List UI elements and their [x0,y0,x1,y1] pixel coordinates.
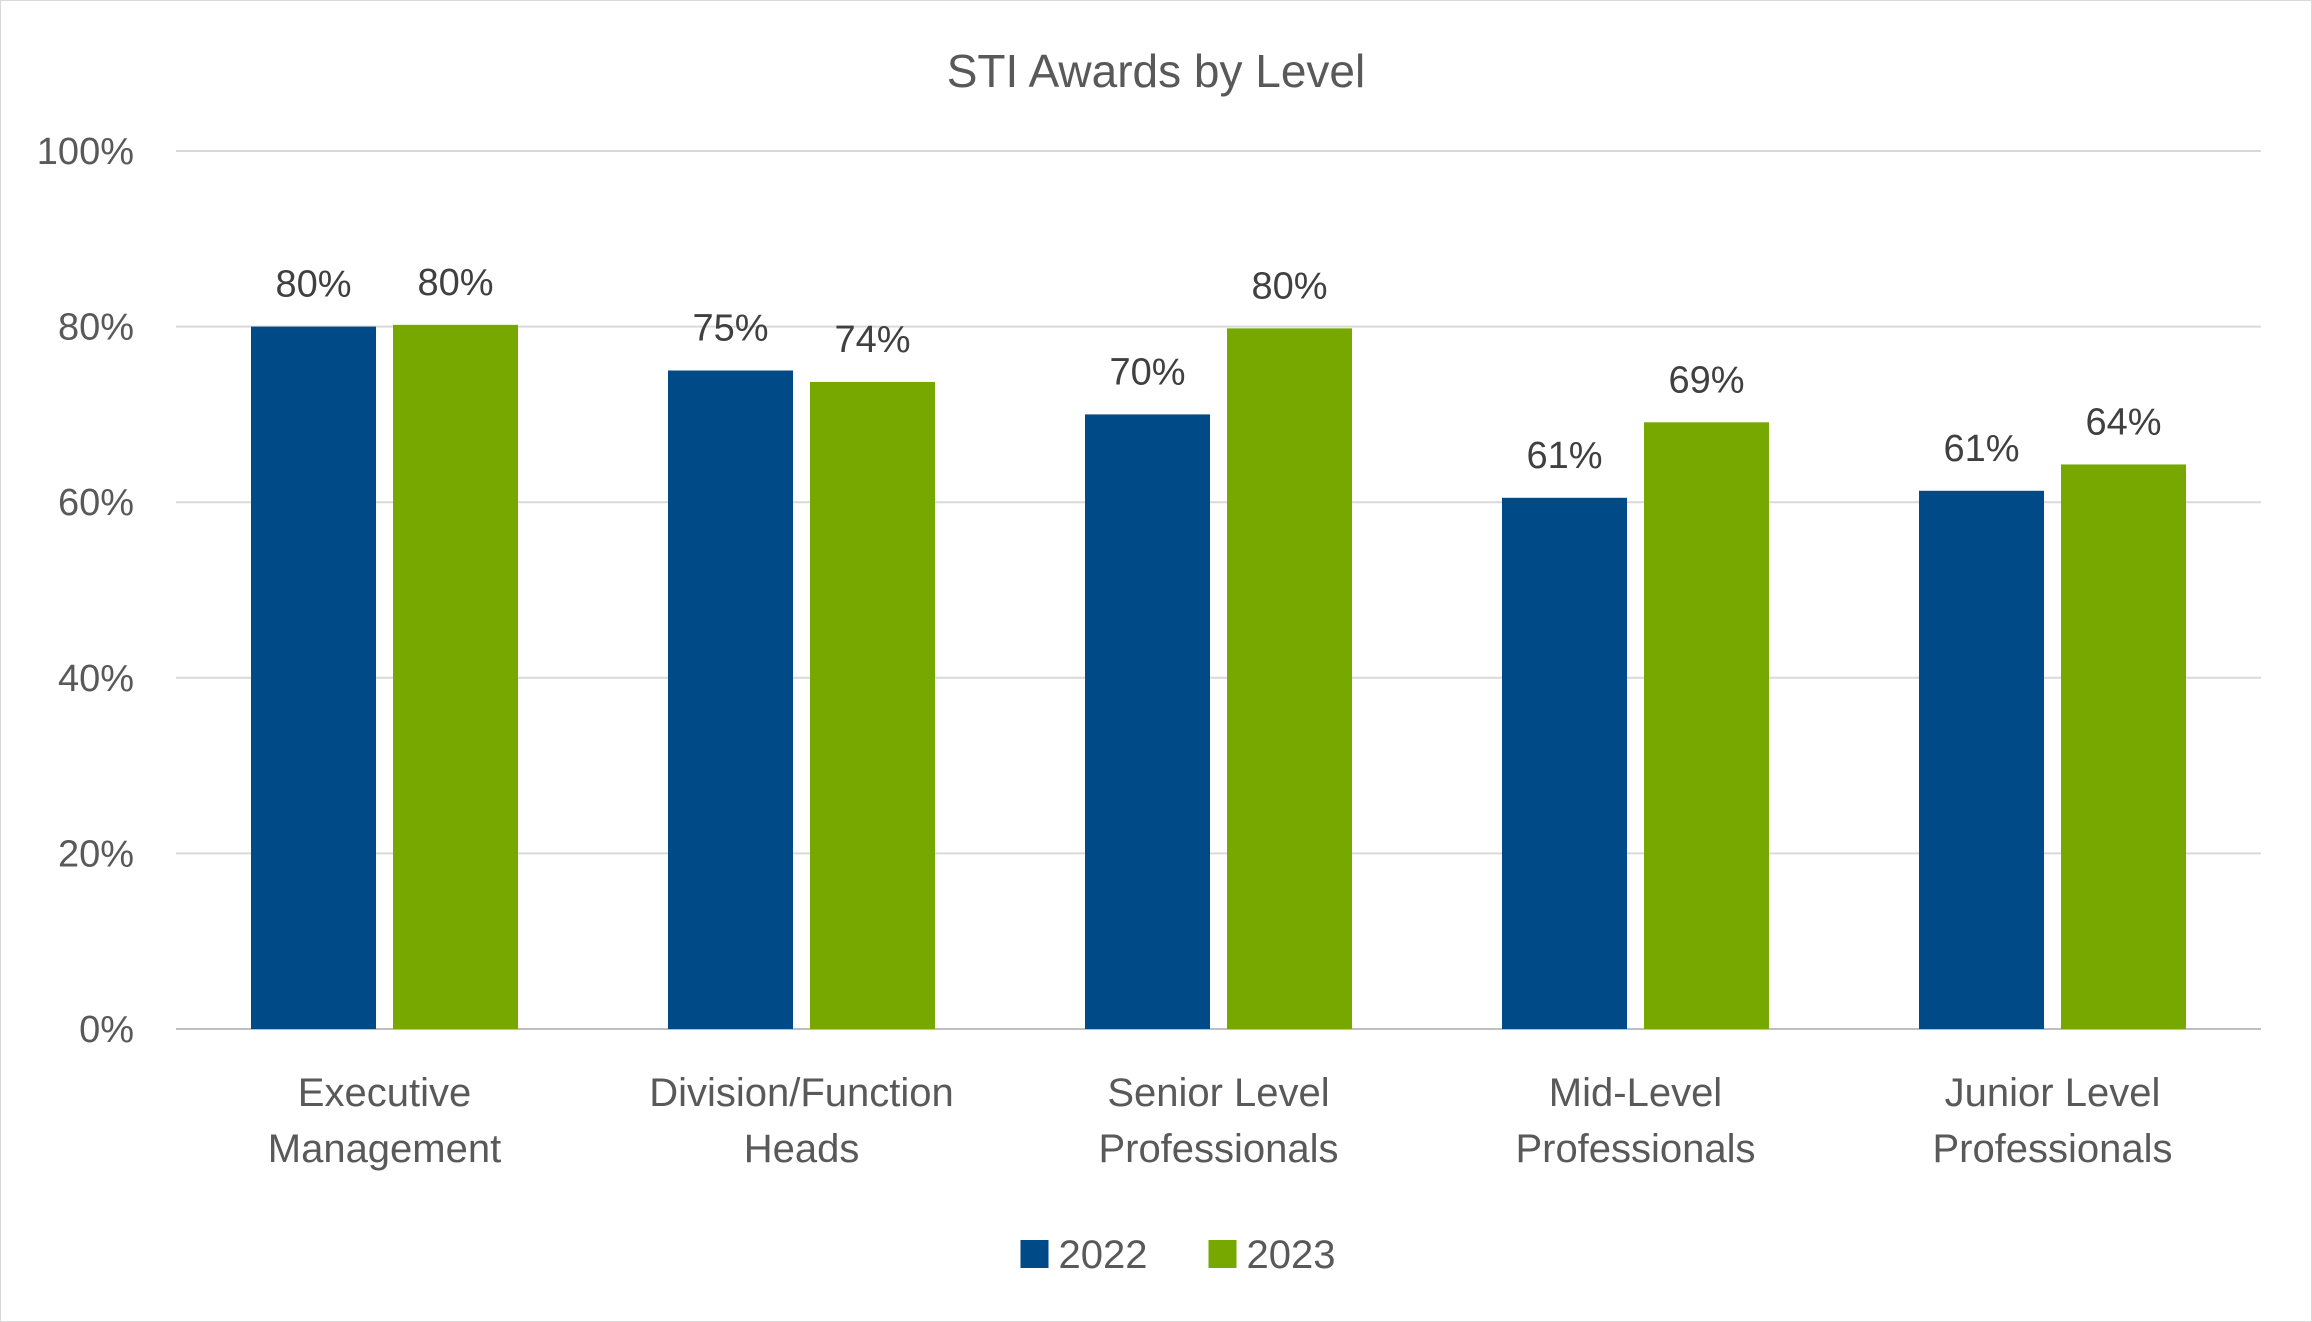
x-axis-categories: Executive Management Division/Function Head… [268,1071,2173,1171]
bars [251,324,2186,1030]
legend-swatch-2022 [1020,1240,1049,1268]
bar-2023 [393,324,518,1029]
legend-swatch-2023 [1208,1240,1237,1268]
data-label: 69% [1668,359,1744,401]
data-labels: 80% 80% 75% 74% 70% 80% 61% 69% 61% 64% [275,262,2161,477]
category-label: Professionals [1098,1127,1338,1171]
data-label: 75% [692,308,768,350]
category-label: Management [268,1127,501,1171]
bar-2023 [2061,464,2186,1029]
category-label: Mid-Level [1549,1071,1722,1115]
bar-2023 [810,381,935,1029]
category-label: Division/Function [649,1071,954,1115]
bar-2023 [1644,422,1769,1029]
gridlines [176,150,2261,1030]
data-label: 74% [834,319,910,361]
data-label: 61% [1526,435,1602,477]
category-label: Professionals [1932,1127,2172,1171]
y-tick-label: 0% [79,1009,134,1051]
y-tick-label: 20% [58,833,134,875]
data-label: 80% [417,262,493,304]
bar-2023 [1227,328,1352,1030]
legend: 2022 2023 [1020,1233,1336,1277]
y-tick-label: 100% [37,131,134,173]
bar-2022 [1085,414,1210,1029]
chart-title: STI Awards by Level [947,45,1365,97]
legend-label: 2023 [1247,1233,1336,1277]
y-tick-label: 80% [58,307,134,349]
y-axis-ticks: 0% 20% 40% 60% 80% 100% [37,131,134,1051]
data-label: 61% [1943,428,2019,470]
data-label: 80% [1251,265,1327,307]
bar-2022 [251,326,376,1030]
bar-2022 [1919,490,2044,1029]
data-label: 80% [275,264,351,306]
data-label: 64% [2085,401,2161,443]
category-label: Senior Level [1107,1071,1329,1115]
bar-2022 [668,370,793,1029]
data-label: 70% [1109,351,1185,393]
bar-2022 [1502,497,1627,1029]
category-label: Executive [298,1071,471,1115]
legend-label: 2022 [1059,1233,1148,1277]
category-label: Professionals [1515,1127,1755,1171]
category-label: Junior Level [1945,1071,2161,1115]
y-tick-label: 60% [58,482,134,524]
y-tick-label: 40% [58,658,134,700]
category-label: Heads [744,1127,860,1171]
